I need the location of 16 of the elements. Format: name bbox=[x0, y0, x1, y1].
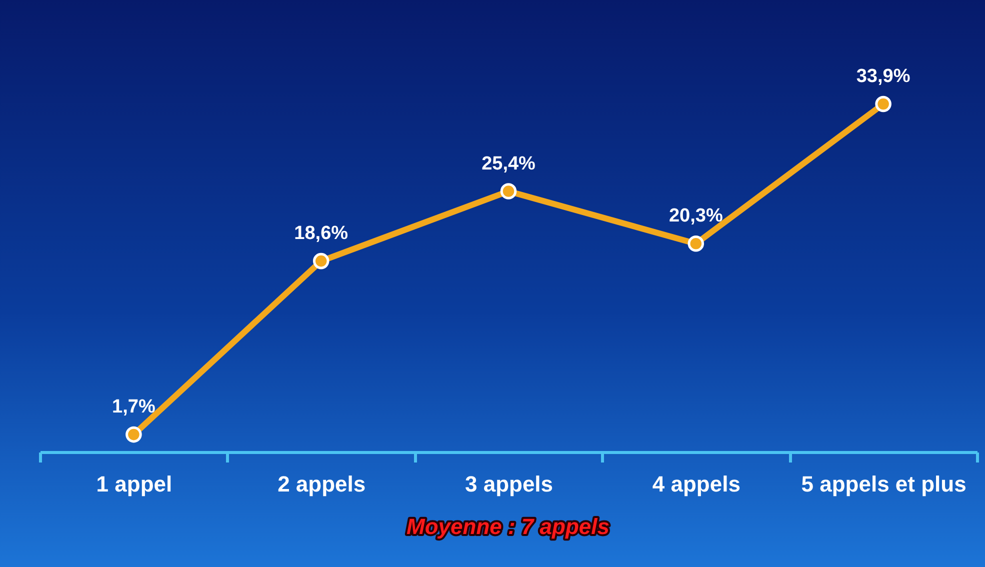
data-label: 33,9% bbox=[856, 66, 910, 87]
point bbox=[875, 96, 892, 112]
data-label: 18,6% bbox=[294, 223, 348, 244]
point bbox=[312, 252, 330, 270]
data-label: 25,4% bbox=[482, 153, 536, 174]
x-tick-label: 2 appels bbox=[278, 472, 366, 496]
x-tick-label: 5 appels et plus bbox=[801, 472, 966, 496]
text: Moyenne : 7 appels bbox=[406, 514, 610, 539]
x-tick-label: 3 appels bbox=[464, 472, 554, 496]
data-label: 20,3% bbox=[668, 206, 723, 227]
x-tick-label: 4 appels bbox=[652, 472, 740, 496]
x-tick-label: 1 appel bbox=[96, 472, 172, 496]
point bbox=[688, 235, 704, 252]
point bbox=[500, 183, 517, 200]
data-label: 1,7% bbox=[112, 396, 156, 418]
point bbox=[126, 426, 142, 443]
